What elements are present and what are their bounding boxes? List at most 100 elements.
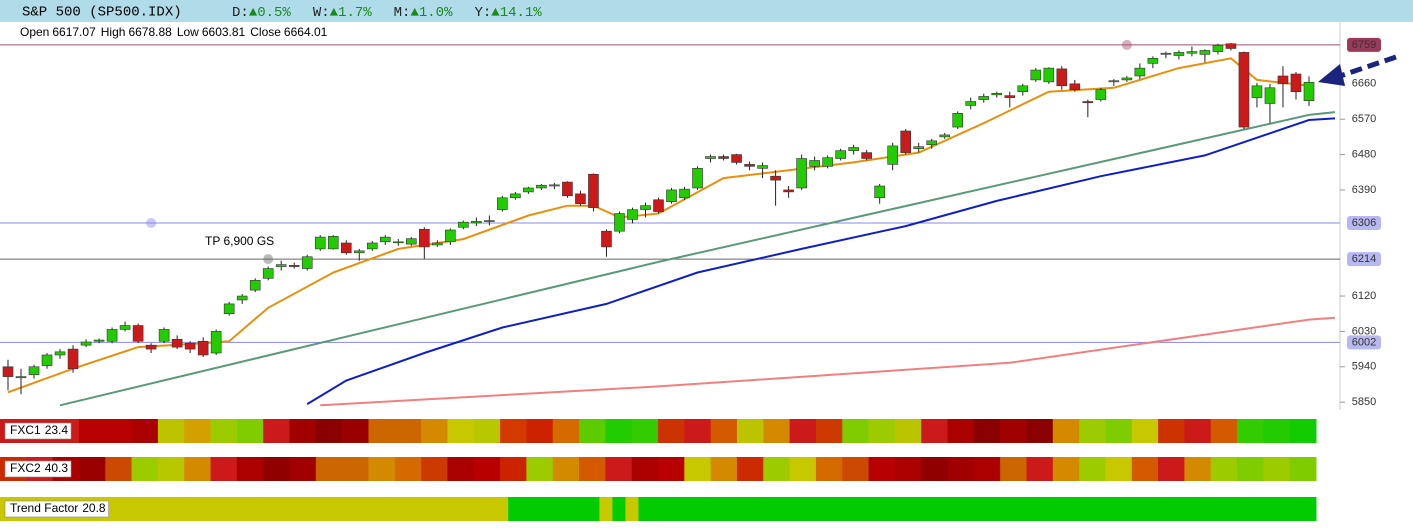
header-stat: M:▲1.0%: [394, 5, 453, 21]
candle-body: [549, 184, 560, 187]
heat-cell: [579, 419, 606, 443]
candle-body: [379, 236, 391, 243]
heat-cell: [482, 497, 496, 521]
heat-cell: [947, 419, 975, 443]
candle-body: [15, 376, 27, 379]
heat-cell: [236, 457, 264, 481]
heat-cell: [579, 457, 606, 481]
heat-cell: [263, 457, 291, 481]
candle-body: [419, 228, 430, 248]
heat-cell: [703, 497, 718, 521]
indicator-label: Trend Factor 20.8: [10, 501, 106, 515]
candle-body: [952, 113, 964, 128]
heat-cell: [710, 457, 738, 481]
heat-cell: [973, 419, 1001, 443]
heat-cell: [394, 419, 422, 443]
heat-cell: [377, 497, 392, 521]
candle-body: [653, 199, 664, 212]
heat-cell: [625, 497, 639, 521]
candle-body: [575, 193, 586, 204]
candle-body: [458, 221, 469, 228]
heat-cell: [1289, 419, 1317, 443]
candle-body: [1173, 52, 1185, 56]
heat-cell: [1289, 457, 1317, 481]
heat-cell: [1131, 457, 1159, 481]
candle-body: [536, 184, 547, 189]
candle-body: [1147, 57, 1159, 64]
level-label: 6759: [1352, 39, 1376, 51]
stat-label: Y:: [474, 5, 491, 21]
legend-value: 6617.07: [52, 25, 96, 39]
legend-value: 6603.81: [202, 25, 246, 39]
candle-body: [757, 165, 768, 169]
heat-cell: [473, 457, 501, 481]
heat-cell: [763, 419, 791, 443]
stat-value: ▲1.0%: [410, 5, 453, 21]
heat-cell: [605, 419, 633, 443]
heat-cell: [169, 497, 183, 521]
heat-cell: [1131, 419, 1159, 443]
heat-cell: [1224, 497, 1239, 521]
heat-cell: [286, 497, 301, 521]
heat-cell: [421, 419, 448, 443]
candle-body: [67, 348, 79, 370]
heat-cell: [78, 419, 106, 443]
candle-body: [171, 338, 183, 348]
candle-body: [991, 92, 1003, 96]
y-tick-label: 6660: [1352, 78, 1376, 90]
candle-body: [1030, 69, 1042, 81]
heat-cell: [710, 419, 738, 443]
candle-body: [262, 268, 274, 279]
heat-cell: [684, 419, 712, 443]
candle-body: [353, 250, 365, 254]
indicator-name: FXC1: [10, 423, 41, 437]
heat-cell: [1003, 497, 1017, 521]
heat-cell: [1263, 457, 1291, 481]
legend-value: 6664.01: [284, 25, 328, 39]
heat-cell: [573, 497, 587, 521]
candle-body: [132, 325, 144, 342]
plot-area: 5850 5940 6030 6120 6390 6480 6570 6660 6759 6306…: [0, 37, 1381, 408]
heat-cell: [964, 497, 978, 521]
heat-cell: [763, 457, 791, 481]
heat-cell: [1302, 497, 1317, 521]
heat-cell: [547, 497, 561, 521]
heat-cell: [469, 497, 483, 521]
indicator-name: Trend Factor: [10, 501, 78, 515]
heat-cell: [684, 457, 712, 481]
candle-body: [770, 175, 781, 181]
candle-body: [54, 351, 66, 356]
candle-body: [327, 236, 339, 250]
heat-cell: [1237, 457, 1264, 481]
moving-average: [59, 111, 1336, 407]
candle-body: [1108, 80, 1120, 83]
candle-body: [887, 145, 898, 165]
heat-cell: [1094, 497, 1109, 521]
heat-cell: [299, 497, 314, 521]
heat-cell: [973, 457, 1001, 481]
heat-cell: [130, 497, 144, 521]
candle-body: [1121, 77, 1133, 81]
heat-cell: [1029, 497, 1043, 521]
candle-body: [523, 187, 534, 193]
heat-cell: [894, 419, 922, 443]
heat-cell: [131, 457, 159, 481]
heat-cell: [1184, 419, 1212, 443]
candle-body: [926, 140, 938, 146]
heat-cell: [521, 497, 535, 521]
heat-cell: [658, 419, 685, 443]
level-label-box: [1347, 215, 1381, 230]
stat-value: ▲1.7%: [330, 5, 373, 21]
heat-cell: [1237, 419, 1264, 443]
heat-cell: [677, 497, 692, 521]
heat-cell: [768, 497, 783, 521]
heat-cell: [1263, 497, 1278, 521]
heat-cell: [1133, 497, 1148, 521]
candle-body: [1225, 43, 1237, 49]
level-label: 6306: [1352, 217, 1376, 229]
heat-cell: [289, 457, 317, 481]
candle-body: [1238, 52, 1250, 128]
heat-cell: [899, 497, 913, 521]
y-tick-label: 6120: [1352, 290, 1376, 302]
